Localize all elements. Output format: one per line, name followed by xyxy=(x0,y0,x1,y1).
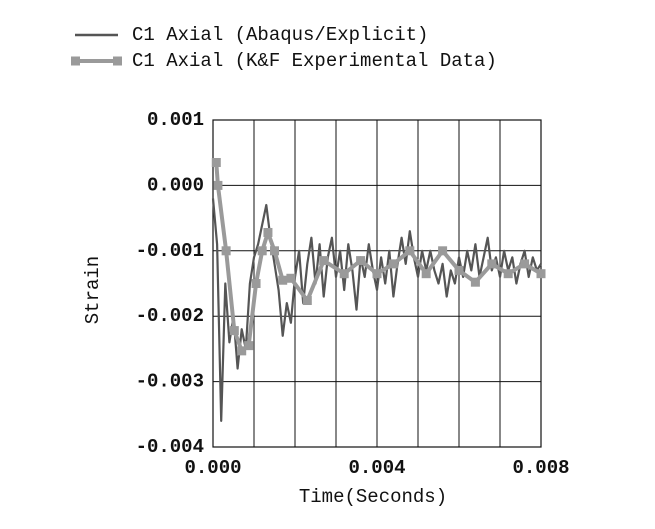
x-tick-label: 0.004 xyxy=(348,457,405,479)
data-marker xyxy=(438,246,448,256)
data-marker xyxy=(356,256,366,266)
data-marker xyxy=(237,346,247,356)
data-marker xyxy=(257,246,267,256)
data-marker xyxy=(503,269,513,279)
data-marker xyxy=(319,256,329,266)
data-marker xyxy=(263,227,273,237)
data-marker xyxy=(229,326,239,336)
data-marker xyxy=(520,259,530,269)
plot-frame xyxy=(212,119,542,448)
data-marker xyxy=(221,246,231,256)
data-marker xyxy=(487,259,497,269)
data-marker xyxy=(270,246,279,256)
data-marker xyxy=(213,180,223,190)
data-marker xyxy=(211,158,221,168)
y-axis-title: Strain xyxy=(82,256,104,324)
data-marker xyxy=(244,341,254,351)
data-marker xyxy=(251,279,261,288)
y-tick-label: -0.003 xyxy=(136,371,204,393)
data-line xyxy=(211,198,542,422)
data-marker xyxy=(278,275,288,285)
y-tick-label: -0.002 xyxy=(136,305,204,327)
data-marker xyxy=(372,269,382,279)
y-tick-label: -0.001 xyxy=(136,240,204,262)
data-marker xyxy=(339,269,349,279)
data-marker xyxy=(286,273,296,283)
data-marker xyxy=(405,246,415,256)
data-marker xyxy=(536,269,546,279)
data-line xyxy=(214,162,543,353)
y-tick-label: -0.004 xyxy=(136,436,204,458)
data-marker xyxy=(388,259,398,269)
x-axis-title: Time(Seconds) xyxy=(299,486,447,508)
legend-marker xyxy=(71,56,80,66)
y-tick-label: 0.000 xyxy=(147,174,204,196)
x-tick-label: 0.000 xyxy=(184,457,241,479)
y-tick-label: 0.001 xyxy=(147,109,204,131)
data-marker xyxy=(302,296,312,306)
data-marker xyxy=(454,265,464,275)
legend-label: C1 Axial (Abaqus/Explicit) xyxy=(132,24,428,46)
legend-marker xyxy=(113,56,122,66)
data-marker xyxy=(421,269,431,279)
legend-label: C1 Axial (K&F Experimental Data) xyxy=(132,50,497,72)
data-marker xyxy=(470,277,480,287)
x-tick-label: 0.008 xyxy=(512,457,569,479)
